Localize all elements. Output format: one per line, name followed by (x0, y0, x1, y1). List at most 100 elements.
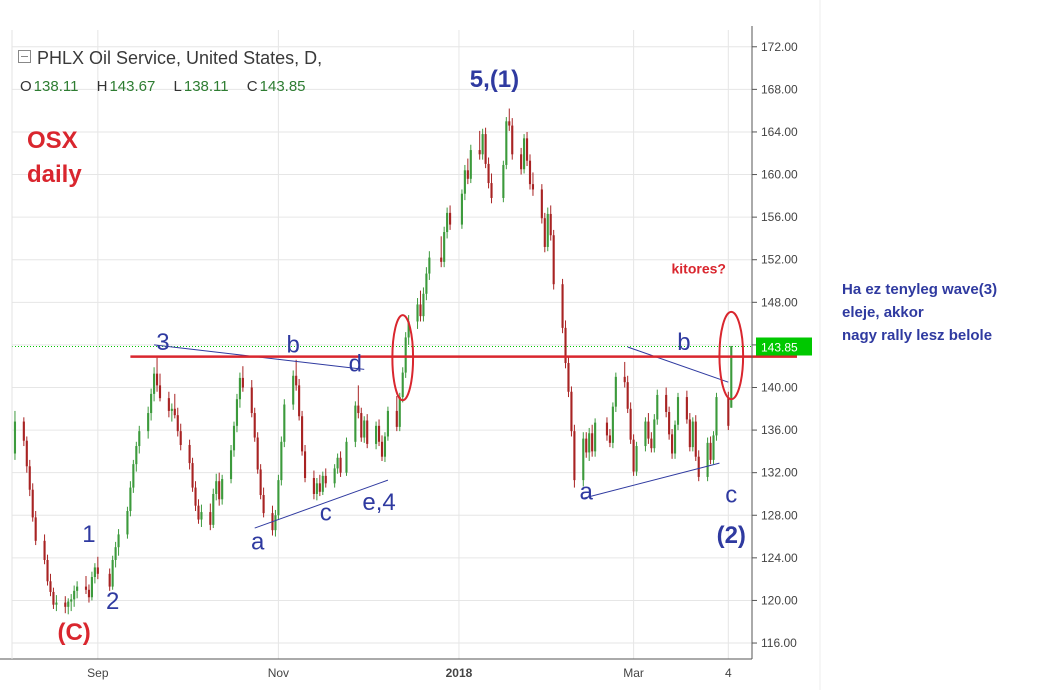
candle-body (173, 408, 176, 416)
wave-label: (C) (57, 619, 90, 646)
ohlc-low-value: 138.11 (183, 78, 229, 95)
candle-body (280, 441, 283, 481)
candle-body (401, 372, 404, 398)
candle-body (416, 304, 419, 322)
candle-body (671, 434, 674, 454)
candle-body (709, 442, 712, 460)
candle-body (665, 394, 668, 412)
candle-body (135, 446, 138, 465)
candle-body (611, 406, 614, 443)
candle-body (232, 425, 236, 451)
candle-body (502, 164, 505, 198)
candle-body (318, 483, 321, 492)
candle-body (84, 586, 88, 590)
instrument-name: PHLX Oil Service, United States, D, (37, 48, 323, 68)
candle-body (463, 170, 466, 194)
ohlc-close-value: 143.85 (259, 78, 306, 95)
candle-body (218, 481, 221, 500)
candle-body (668, 411, 671, 435)
candle-body (155, 373, 159, 386)
trendline (254, 479, 389, 529)
breakout-label: kitores? (671, 261, 725, 277)
ohlc-open-value: 138.11 (33, 78, 79, 95)
candle-body (585, 438, 588, 453)
y-tick-label: 152.00 (761, 253, 798, 267)
candle-body (478, 150, 481, 155)
candle-body (531, 184, 535, 190)
candle-body (283, 404, 286, 442)
wave-label: c (320, 500, 332, 527)
candle-body (194, 487, 197, 506)
trendline (627, 346, 729, 383)
candle-body (363, 420, 366, 438)
candle-body (605, 422, 609, 436)
candle-body (428, 257, 431, 274)
candle-body (552, 235, 555, 285)
x-tick-label: Sep (87, 666, 109, 680)
candle-body (588, 433, 591, 453)
candle-body (570, 391, 573, 432)
candle-body (158, 385, 162, 399)
candle-body (608, 435, 611, 443)
candle-body (176, 415, 179, 432)
candle-body (126, 511, 129, 535)
candle-body (212, 493, 215, 525)
axes: 172.00 168.00 164.00 160.00 156.00 152.00 148.… (0, 0, 821, 690)
candle-body (440, 257, 443, 262)
wave-label: 3 (156, 329, 169, 356)
candle-body (508, 121, 511, 126)
candle-body (398, 397, 401, 427)
candle-body (407, 321, 410, 338)
candle-body (25, 440, 28, 467)
candle-body (67, 601, 70, 607)
candle-body (241, 377, 244, 388)
candle-body (108, 573, 111, 587)
candle-body (55, 602, 58, 605)
x-tick-label: 2018 (446, 666, 473, 680)
candle-body (540, 189, 543, 219)
candle-body (209, 512, 212, 525)
candle-body (321, 475, 324, 492)
instrument-title: PHLX Oil Service, United States, D, (18, 48, 322, 69)
candle-body (114, 547, 117, 560)
candle-body (419, 304, 422, 317)
ohlc-low-label: L (173, 78, 182, 95)
candle-body (34, 517, 37, 541)
candle-body (96, 567, 99, 574)
y-tick-label: 116.00 (761, 636, 797, 650)
candle-body (197, 505, 200, 520)
candle-body (43, 540, 46, 560)
candle-body (235, 399, 239, 426)
candle-body (117, 534, 120, 548)
candle-body (179, 431, 182, 445)
candle-body (303, 451, 307, 478)
candle-body (469, 150, 472, 179)
candle-body (383, 436, 387, 457)
candle-body (138, 431, 141, 447)
candle-body (354, 405, 357, 442)
y-tick-label: 132.00 (761, 466, 798, 480)
candle-body (730, 345, 733, 408)
candle-body (380, 441, 384, 457)
candle-body (336, 457, 339, 469)
candle-body (333, 468, 336, 484)
candle-body (520, 154, 523, 170)
candle-body (259, 469, 262, 496)
candle-body (262, 495, 265, 514)
candle-body (191, 463, 194, 488)
candle-body (460, 193, 463, 225)
candle-body (629, 408, 632, 440)
candle-body (76, 586, 79, 591)
side-note: Ha ez tenyleg wave(3) eleje, akkor nagy … (842, 278, 997, 347)
candle-body (360, 413, 363, 438)
y-tick-label: 168.00 (761, 82, 798, 96)
wave-label: 1 (82, 521, 95, 548)
candle-body (481, 134, 484, 155)
breakout-circle (718, 310, 745, 401)
collapse-icon[interactable] (18, 50, 31, 63)
ohlc-high-value: 143.67 (109, 78, 156, 95)
candle-body (635, 446, 638, 472)
y-tick-label: 120.00 (761, 593, 798, 607)
